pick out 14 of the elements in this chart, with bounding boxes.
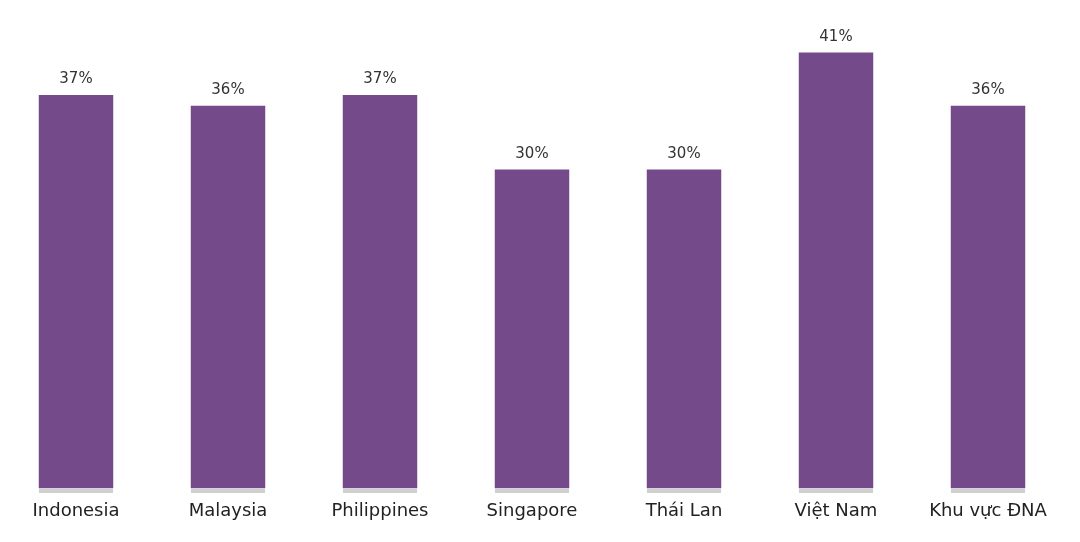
data-label: 37% bbox=[363, 69, 397, 88]
data-label: 41% bbox=[819, 26, 853, 45]
data-label: 36% bbox=[971, 80, 1005, 99]
x-tick-label: Indonesia bbox=[32, 498, 120, 520]
data-label: 37% bbox=[59, 69, 93, 88]
x-tick-label: Philippines bbox=[331, 498, 429, 520]
x-tick-label: Việt Nam bbox=[794, 498, 878, 520]
x-tick-label: Khu vực ĐNA bbox=[929, 498, 1048, 520]
data-label: 30% bbox=[667, 143, 701, 162]
data-label: 36% bbox=[211, 80, 245, 99]
data-label: 30% bbox=[515, 143, 549, 162]
x-tick-label: Thái Lan bbox=[644, 498, 723, 520]
x-tick-label: Singapore bbox=[486, 498, 578, 520]
x-tick-label: Malaysia bbox=[188, 498, 268, 520]
